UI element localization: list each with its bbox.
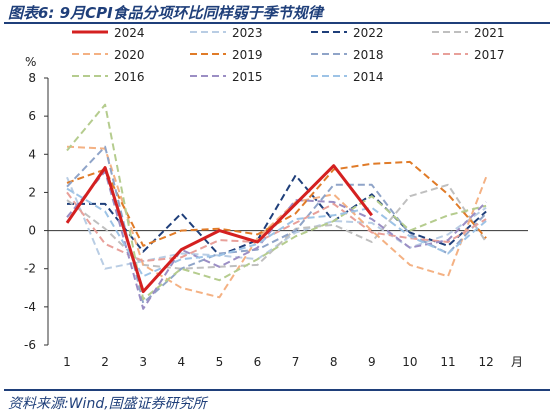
source-divider: [4, 389, 550, 391]
legend-label-2023: 2023: [232, 26, 263, 40]
x-tick-label: 3: [139, 355, 147, 369]
x-tick-label: 12: [478, 355, 493, 369]
x-tick-label: 8: [330, 355, 338, 369]
series-line-2016: [66, 103, 487, 301]
legend-label-2015: 2015: [232, 70, 263, 84]
series-line-2024: [65, 164, 373, 294]
x-tick-label: 7: [292, 355, 300, 369]
y-tick-label: 0: [28, 224, 36, 238]
figure-title: 图表6: 9月CPI食品分项环比同样弱于季节规律: [8, 4, 323, 22]
y-tick-label: -4: [24, 300, 36, 314]
y-axis-unit-label: %: [25, 55, 36, 69]
x-tick-label: 2: [101, 355, 109, 369]
legend-label-2019: 2019: [232, 48, 263, 62]
x-tick-label: 9: [368, 355, 376, 369]
source-note: 资料来源:Wind,国盛证券研究所: [8, 396, 207, 412]
legend-label-2021: 2021: [474, 26, 505, 40]
legend-label-2020: 2020: [114, 48, 145, 62]
legend-label-2016: 2016: [114, 70, 145, 84]
x-axis-unit-label: 月: [511, 355, 523, 369]
legend-label-2017: 2017: [474, 48, 505, 62]
series-line-2018: [66, 145, 487, 304]
legend-label-2022: 2022: [353, 26, 384, 40]
series-line-2017: [66, 191, 487, 263]
y-tick-label: -2: [24, 262, 36, 276]
title-divider: [4, 22, 550, 24]
x-tick-label: 6: [254, 355, 262, 369]
y-tick-label: 2: [28, 185, 36, 199]
y-tick-label: 6: [28, 109, 36, 123]
x-tick-label: 4: [177, 355, 185, 369]
legend-label-2014: 2014: [353, 70, 384, 84]
x-tick-label: 10: [402, 355, 417, 369]
x-tick-label: 11: [440, 355, 455, 369]
legend-label-2024: 2024: [114, 26, 145, 40]
x-tick-label: 5: [216, 355, 224, 369]
y-tick-label: -6: [24, 338, 36, 352]
figure-header: 图表6: 9月CPI食品分项环比同样弱于季节规律: [4, 0, 550, 24]
x-tick-label: 1: [63, 355, 71, 369]
legend-label-2018: 2018: [353, 48, 384, 62]
y-tick-label: 8: [28, 71, 36, 85]
y-tick-label: 4: [28, 147, 36, 161]
